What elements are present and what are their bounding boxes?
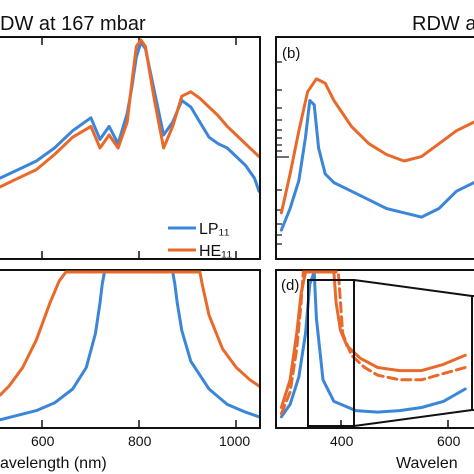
xtick-600-right: 600 <box>437 433 461 449</box>
series-top-right-lp <box>279 99 474 232</box>
xtick-600-left: 600 <box>31 433 55 449</box>
zoom-indicators <box>307 279 474 427</box>
legend-lp11-label: LP₁₁ <box>199 221 229 238</box>
panel-top-right-frame <box>275 36 474 260</box>
xtick-800-left: 800 <box>128 433 152 449</box>
zoom-box-right <box>471 295 474 411</box>
panel-label-b: (b) <box>282 45 300 62</box>
series-bottom-right-he <box>279 270 467 409</box>
bottom-ticks <box>41 420 449 428</box>
series-bottom-left-he <box>0 270 259 397</box>
panel-top-left-frame <box>0 36 261 260</box>
series-bottom-right-lp <box>279 270 467 419</box>
title-right: RDW at <box>412 13 474 35</box>
series-layer <box>0 38 474 422</box>
series-top-left-he <box>0 38 259 189</box>
legend: LP₁₁ HE₁₁ <box>168 221 232 260</box>
zoom-line-lower <box>353 409 473 427</box>
xlabel-right: Wavelen <box>396 455 458 472</box>
zoom-box-left <box>307 279 355 427</box>
top-right-yticks <box>276 61 289 245</box>
xtick-1000-left: 1000 <box>219 433 250 449</box>
title-left: DW at 167 mbar <box>0 13 146 35</box>
xtick-400-right: 400 <box>330 433 354 449</box>
legend-he11-label: HE₁₁ <box>199 243 232 260</box>
panel-bottom-right-frame <box>275 269 474 429</box>
xlabel-left: avelength (nm) <box>0 455 107 472</box>
series-top-right-he <box>279 77 474 215</box>
series-bottom-right-dashed <box>279 270 467 416</box>
panel-bottom-left-frame <box>0 269 261 429</box>
zoom-line-upper <box>353 279 473 297</box>
panel-label-d: (d) <box>281 277 299 294</box>
